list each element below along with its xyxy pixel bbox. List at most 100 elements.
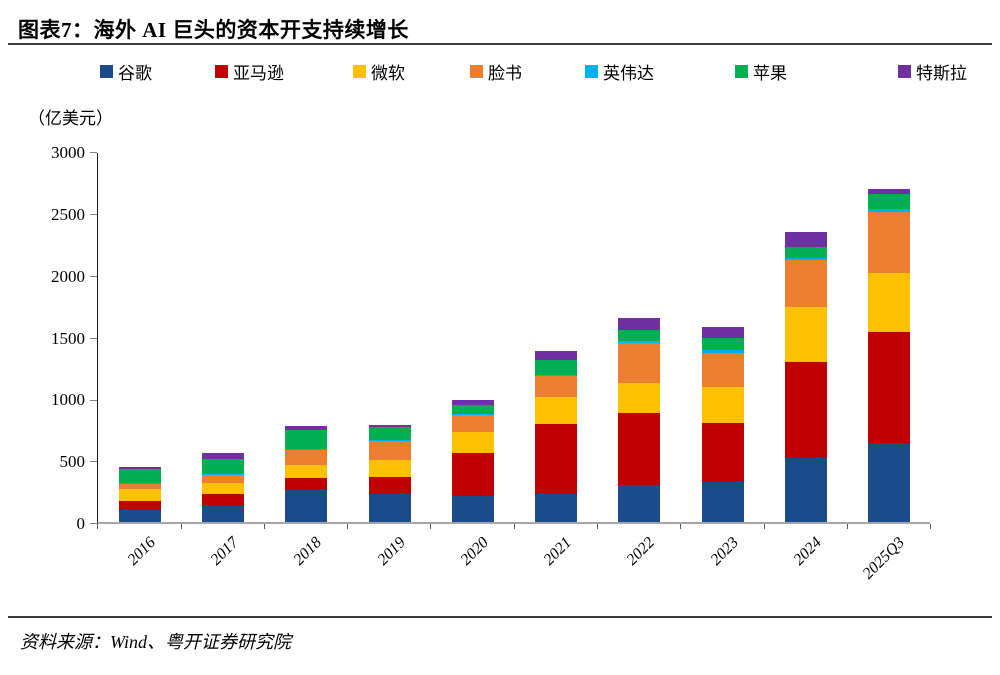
x-axis-tick: [263, 524, 265, 529]
legend-label: 英伟达: [603, 63, 654, 83]
x-axis-tick: [763, 524, 765, 529]
bar-segment-2023-特斯拉: [701, 326, 744, 338]
x-axis-tick-label: 2017: [207, 534, 242, 569]
x-axis-tick: [513, 524, 515, 529]
x-axis-tick: [97, 524, 99, 529]
bar-segment-2016-特斯拉: [118, 467, 161, 470]
x-axis-tick: [846, 524, 848, 529]
bar-segment-2017-亚马逊: [201, 493, 244, 506]
bar-segment-2017-脸书: [201, 474, 244, 484]
bar-segment-2016-微软: [118, 489, 161, 501]
bar-segment-2018-英伟达: [285, 448, 328, 450]
x-axis-tick: [930, 524, 932, 529]
x-axis-tick-label: 2022: [623, 534, 659, 569]
bar-segment-2017-谷歌: [201, 505, 244, 522]
chart-legend: 谷歌 亚马逊 微软 脸书 英伟达 苹果 特斯拉: [0, 58, 1000, 88]
bar-segment-2018-微软: [285, 465, 328, 478]
bar-segment-2019-亚马逊: [368, 477, 411, 494]
x-axis-tick-label: 2021: [540, 534, 576, 569]
bar-segment-2019-谷歌: [368, 493, 411, 522]
bar-segment-2020-脸书: [451, 415, 494, 433]
legend-item-微软: 微软: [353, 58, 405, 84]
legend-swatch-icon: [585, 64, 598, 78]
legend-swatch-icon: [100, 64, 113, 78]
y-axis-tick: [90, 523, 97, 525]
bar-segment-2024-特斯拉: [785, 232, 828, 247]
title-divider-line: [8, 43, 992, 45]
bar-segment-2021-苹果: [535, 360, 578, 375]
y-axis-tick: [90, 399, 97, 401]
data-source-note: 资料来源：Wind、粤开证券研究院: [20, 632, 292, 652]
bar-segment-2022-特斯拉: [618, 317, 661, 330]
bar-segment-2022-谷歌: [618, 484, 661, 522]
x-axis-tick-label: 2025Q3: [859, 534, 909, 583]
x-axis-tick: [347, 524, 349, 529]
x-axis-tick-label: 2024: [790, 534, 826, 569]
legend-item-脸书: 脸书: [470, 58, 522, 84]
bar-segment-2019-特斯拉: [368, 425, 411, 428]
bar-segment-2025Q3-亚马逊: [868, 332, 911, 443]
bar-segment-2020-特斯拉: [451, 399, 494, 406]
y-axis-tick: [90, 461, 97, 463]
bar-segment-2021-脸书: [535, 376, 578, 398]
bar-segment-2018-亚马逊: [285, 477, 328, 491]
legend-item-英伟达: 英伟达: [585, 58, 654, 84]
y-axis-tick-label: 1000: [51, 390, 85, 410]
bar-segment-2021-亚马逊: [535, 424, 578, 494]
bar-segment-2024-亚马逊: [785, 362, 828, 459]
legend-label: 脸书: [488, 63, 522, 83]
bar-segment-2023-苹果: [701, 337, 744, 350]
bar-segment-2024-脸书: [785, 260, 828, 308]
bar-segment-2025Q3-脸书: [868, 212, 911, 273]
bar-segment-2021-特斯拉: [535, 351, 578, 360]
x-axis-tick-label: 2016: [124, 534, 159, 569]
bar-segment-2017-特斯拉: [201, 453, 244, 459]
legend-swatch-icon: [470, 64, 483, 78]
legend-label: 谷歌: [118, 63, 152, 83]
legend-swatch-icon: [215, 64, 228, 78]
bar-segment-2016-亚马逊: [118, 500, 161, 510]
x-axis-tick-label: 2018: [290, 534, 326, 569]
bar-segment-2020-亚马逊: [451, 452, 494, 497]
bar-segment-2016-谷歌: [118, 509, 161, 522]
bar-segment-2022-微软: [618, 382, 661, 413]
bar-segment-2022-亚马逊: [618, 412, 661, 485]
bar-segment-2022-英伟达: [618, 340, 661, 343]
bar-segment-2018-特斯拉: [285, 426, 328, 431]
bar-segment-2018-苹果: [285, 430, 328, 449]
bar-segment-2024-英伟达: [785, 257, 828, 261]
y-axis-tick: [90, 275, 97, 277]
bar-segment-2021-微软: [535, 397, 578, 425]
bar-segment-2023-微软: [701, 387, 744, 424]
legend-label: 微软: [371, 63, 405, 83]
bar-segment-2020-苹果: [451, 405, 494, 415]
y-axis-tick-label: 0: [76, 514, 86, 533]
bar-segment-2018-脸书: [285, 449, 328, 466]
x-axis-tick-label: 2019: [373, 534, 409, 569]
bar-segment-2020-英伟达: [451, 414, 494, 416]
bar-segment-2019-苹果: [368, 427, 411, 440]
y-axis-tick-label: 2500: [51, 204, 85, 224]
bar-segment-2024-谷歌: [785, 458, 828, 522]
x-axis-tick: [597, 524, 599, 529]
y-axis-tick: [90, 214, 97, 216]
bar-segment-2016-脸书: [118, 483, 161, 489]
footer-divider-line: [8, 616, 992, 618]
bar-segment-2022-苹果: [618, 329, 661, 341]
bar-segment-2023-谷歌: [701, 482, 744, 522]
y-axis-tick-label: 3000: [51, 143, 85, 162]
bar-segment-2020-微软: [451, 432, 494, 453]
bar-segment-2025Q3-微软: [868, 272, 911, 333]
legend-label: 特斯拉: [916, 63, 967, 83]
legend-label: 亚马逊: [233, 63, 284, 83]
x-axis-tick: [680, 524, 682, 529]
bar-segment-2022-脸书: [618, 342, 661, 383]
y-axis-tick-label: 500: [59, 452, 86, 472]
bar-segment-2025Q3-苹果: [868, 194, 911, 209]
legend-swatch-icon: [898, 64, 911, 78]
x-axis-tick: [180, 524, 182, 529]
x-axis-tick: [430, 524, 432, 529]
legend-item-特斯拉: 特斯拉: [898, 58, 967, 84]
y-axis-tick: [90, 337, 97, 339]
